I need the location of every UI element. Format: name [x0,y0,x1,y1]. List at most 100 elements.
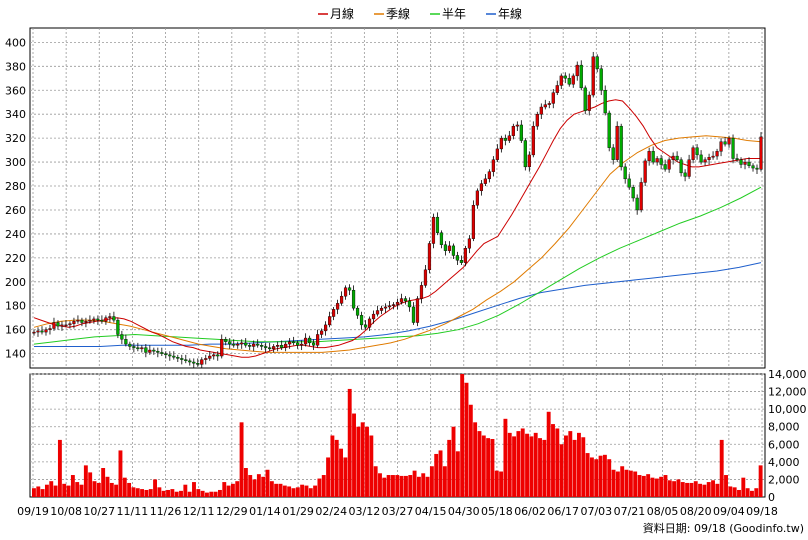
volume-tick-label: 10,000 [768,403,807,416]
candle [252,343,256,347]
candle [571,75,575,85]
volume-bar [105,476,110,497]
candle [523,140,527,168]
candle [64,324,68,327]
candle [60,324,64,327]
volume-bar [741,477,746,497]
volume-bar [70,475,75,497]
volume-bar [481,435,486,497]
candle [152,349,156,352]
candle [591,56,595,96]
volume-bar [551,424,555,497]
candle [511,125,515,136]
price-tick-label: 140 [5,348,26,361]
volume-bar [222,482,227,497]
candle [80,319,84,323]
candle [455,255,460,261]
volume-bar [602,454,607,497]
volume-bar [230,483,235,497]
candle [607,112,611,148]
candle [443,244,448,251]
candle [224,339,228,342]
volume-bar [170,489,175,497]
volume-bar [261,476,266,497]
volume-bar [520,428,525,497]
volume-bar [594,459,599,497]
candle [575,64,579,77]
volume-bar [118,450,123,497]
volume-bar [187,491,192,497]
volume-bar [719,439,724,497]
volume-bar [360,422,365,497]
candle [747,161,751,166]
legend-label-3: 年線 [498,6,522,21]
volume-zero-label: 0 [768,491,775,504]
candle [711,155,715,158]
candle [691,147,695,160]
date-tick-label: 07/03 [580,505,612,518]
candle [579,64,583,89]
price-tick-label: 200 [5,276,26,289]
volume-bar [131,487,136,497]
volume-bar [646,474,651,497]
candle [268,347,272,350]
volume-bar [282,485,287,497]
candle [759,136,763,170]
date-tick-label: 03/12 [349,505,381,518]
volume-bar [633,471,638,497]
volume-bar [317,478,322,497]
volume-bar [391,475,395,497]
volume-bar [421,473,426,497]
candle [76,319,80,322]
volume-bar [88,472,93,497]
volume-bar [269,481,274,497]
volume-bar [624,469,629,497]
volume-bar [745,488,750,497]
volume-bar [663,475,668,497]
candle [324,324,328,332]
volume-bar [499,471,504,497]
volume-bar [533,432,538,497]
candle [451,245,456,256]
candle [643,160,647,183]
date-tick-label: 05/18 [481,505,513,518]
candle [363,324,368,328]
date-tick-label: 04/30 [448,505,480,518]
volume-bar [239,422,244,497]
volume-tick-label: 2,000 [768,473,800,486]
legend-label-2: 半年 [442,7,466,21]
volume-bar [183,484,188,497]
volume-tick-label: 6,000 [768,438,800,451]
candle [292,341,296,344]
volume-bar [611,469,616,497]
candle [503,137,507,141]
candle [407,300,412,308]
price-tick-label: 240 [5,228,26,241]
candle [316,334,320,346]
candle [387,305,392,308]
volume-bar [179,490,183,497]
price-tick-label: 380 [5,60,26,73]
volume-bar [689,482,694,497]
candle [487,171,491,180]
volume-bar [680,482,685,497]
candle [679,159,683,174]
volume-bar [114,484,119,497]
volume-bar [672,481,677,497]
volume-bar [339,448,343,497]
volume-bar [278,483,283,497]
date-tick-label: 07/21 [614,505,646,518]
volume-tick-label: 14,000 [768,368,807,381]
candle [335,303,340,310]
candle [228,341,232,345]
candle [355,307,360,316]
candle [220,339,224,357]
candle [547,103,551,105]
candle [515,124,519,127]
candle [663,164,667,170]
candle [395,301,400,305]
candle [140,347,144,350]
volume-bar [53,485,58,497]
candle [471,204,475,239]
volume-bar [174,491,179,497]
